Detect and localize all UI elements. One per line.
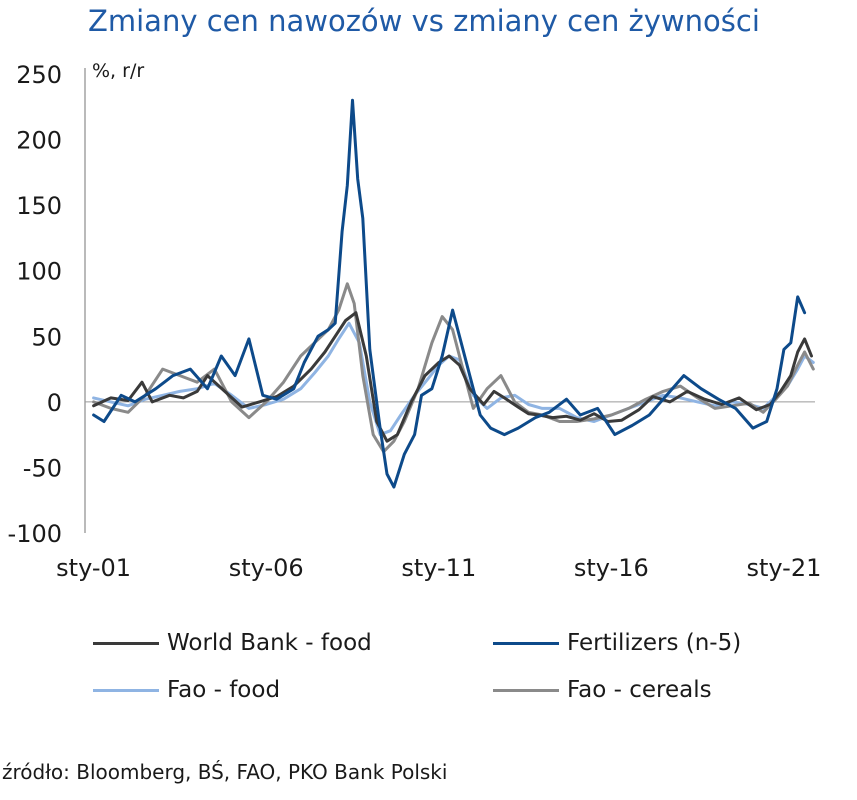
y-tick-label: 200 — [16, 127, 62, 155]
x-tick-label: sty-21 — [746, 554, 821, 582]
x-tick-label: sty-06 — [229, 554, 304, 582]
x-tick-label: sty-16 — [574, 554, 649, 582]
chart-axes: -100 -50 0 50 100 150 200 250 sty-01 sty-06 sty-11… — [8, 61, 822, 582]
y-tick-label: 100 — [16, 258, 62, 286]
y-tick-label: 250 — [16, 61, 62, 89]
x-tick-label: sty-01 — [56, 554, 131, 582]
y-tick-label: 150 — [16, 192, 62, 220]
series-line-world-bank-food — [92, 311, 813, 443]
y-tick-label: 0 — [47, 389, 62, 417]
y-tick-label: 50 — [31, 323, 62, 351]
y-tick-label: -50 — [23, 454, 62, 482]
x-tick-label: sty-11 — [401, 554, 476, 582]
y-axis-unit-label: %, r/r — [92, 60, 145, 82]
y-tick-label: -100 — [8, 520, 62, 548]
source-note: źródło: Bloomberg, BŚ, FAO, PKO Bank Pol… — [2, 760, 448, 784]
chart-series — [92, 98, 815, 489]
series-line-fao-cereals — [92, 282, 815, 454]
series-line-fertilizers — [92, 98, 807, 489]
chart-title: Zmiany cen nawozów vs zmiany cen żywnośc… — [88, 4, 760, 38]
